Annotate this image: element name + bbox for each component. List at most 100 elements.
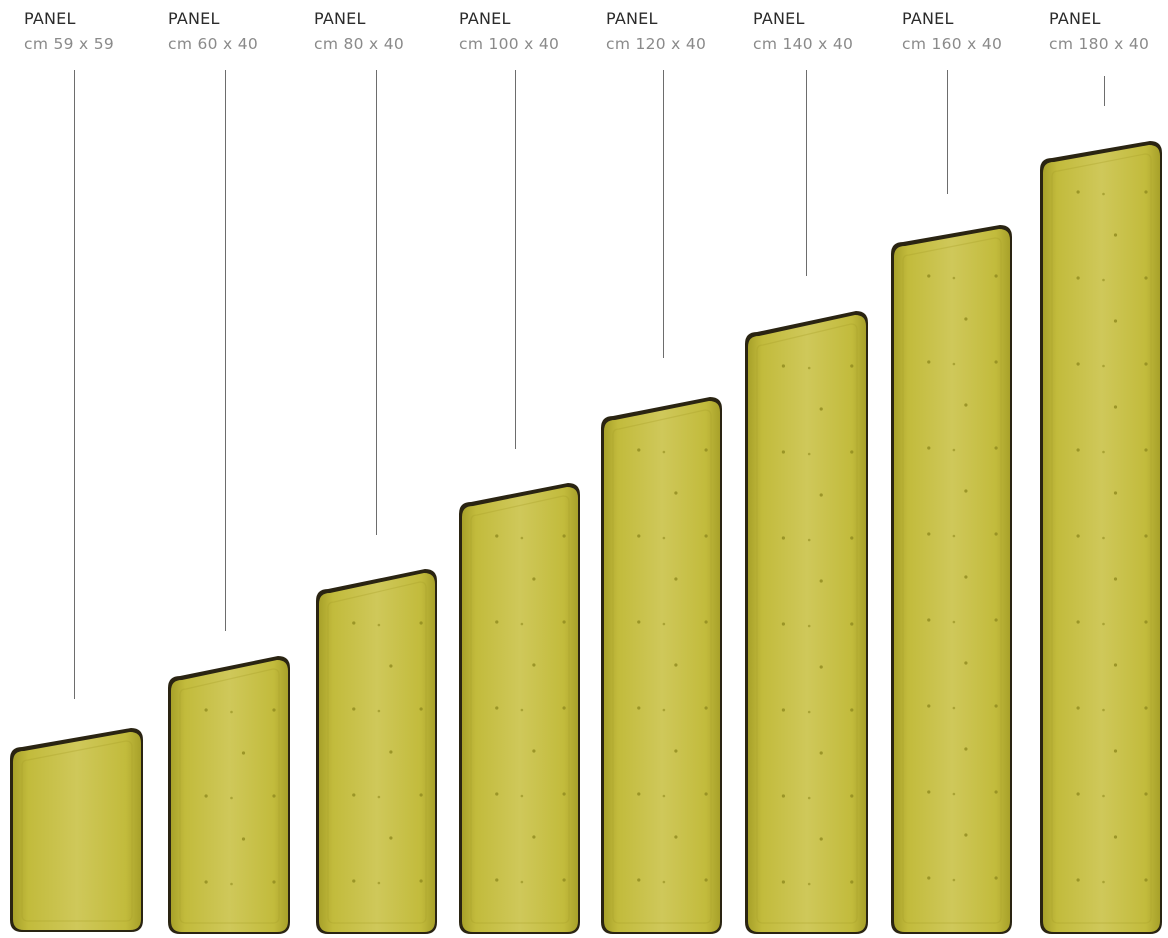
- tuft-button: [704, 534, 708, 538]
- panel-label-120x40: PANEL cm 120 x 40: [606, 9, 706, 54]
- tuft-button: [927, 876, 931, 880]
- acoustic-panel: [745, 311, 868, 934]
- tuft-button: [419, 879, 423, 883]
- tuft-button: [1076, 878, 1080, 882]
- tuft-button: [1102, 622, 1105, 626]
- leader-line: [1104, 76, 1105, 106]
- leader-line: [74, 70, 75, 699]
- tuft-button: [994, 446, 998, 450]
- acoustic-panel: [891, 225, 1012, 934]
- tuft-button: [419, 707, 423, 711]
- tuft-button: [1144, 792, 1148, 796]
- tuft-button: [662, 536, 666, 540]
- tuft-button: [352, 621, 356, 625]
- tuft-button: [1076, 792, 1080, 796]
- panel-title: PANEL: [1049, 9, 1101, 28]
- leader-line: [225, 70, 226, 631]
- tuft-button: [952, 534, 956, 538]
- tuft-button: [674, 577, 678, 581]
- tuft-button: [230, 796, 233, 800]
- tuft-button: [1102, 450, 1105, 454]
- panel-size: cm 100 x 40: [459, 35, 560, 53]
- acoustic-panel: [1040, 141, 1162, 934]
- tuft-button: [562, 620, 566, 624]
- tuft-button: [781, 708, 786, 712]
- tuft-button: [1144, 448, 1148, 452]
- tuft-button: [952, 706, 956, 710]
- panel-fabric: [13, 732, 141, 930]
- tuft-button: [781, 622, 786, 626]
- panel-label-60x40: PANEL cm 60 x 40: [168, 9, 258, 54]
- tuft-button: [562, 878, 566, 882]
- tuft-button: [850, 450, 854, 454]
- tuft-button: [637, 534, 641, 538]
- acoustic-panel: [10, 728, 143, 932]
- panel-title: PANEL: [168, 9, 220, 28]
- panel-size: cm 160 x 40: [902, 35, 1003, 53]
- tuft-button: [637, 878, 641, 882]
- tuft-button: [1076, 448, 1080, 452]
- panel-size: cm 180 x 40: [1049, 35, 1150, 53]
- tuft-button: [1102, 364, 1105, 368]
- tuft-button: [952, 620, 956, 624]
- tuft-button: [781, 364, 786, 368]
- tuft-button: [927, 704, 931, 708]
- tuft-button: [964, 489, 968, 493]
- tuft-button: [927, 618, 931, 622]
- tuft-button: [204, 708, 208, 712]
- tuft-button: [377, 881, 381, 885]
- tuft-button: [964, 317, 968, 321]
- panel-title: PANEL: [24, 9, 76, 28]
- tuft-button: [704, 878, 708, 882]
- tuft-button: [1113, 491, 1118, 495]
- tuft-button: [704, 620, 708, 624]
- panel-fabric: [748, 315, 866, 932]
- tuft-button: [272, 708, 276, 712]
- tuft-button: [807, 882, 811, 886]
- tuft-button: [562, 792, 566, 796]
- tuft-button: [389, 836, 393, 840]
- tuft-button: [807, 452, 811, 456]
- tuft-button: [204, 794, 208, 798]
- tuft-button: [807, 710, 811, 714]
- acoustic-panel: [168, 656, 290, 934]
- tuft-button: [1102, 708, 1105, 712]
- acoustic-panel: [459, 483, 580, 934]
- tuft-button: [1144, 620, 1148, 624]
- tuft-button: [927, 532, 931, 536]
- tuft-button: [994, 876, 998, 880]
- tuft-button: [1113, 749, 1118, 753]
- tuft-button: [637, 792, 641, 796]
- tuft-button: [704, 792, 708, 796]
- tuft-button: [994, 274, 998, 278]
- panel-bevel: [1051, 153, 1152, 924]
- tuft-button: [674, 835, 678, 839]
- panel-title: PANEL: [606, 9, 658, 28]
- tuft-button: [662, 880, 666, 884]
- tuft-button: [807, 538, 811, 542]
- tuft-button: [1113, 405, 1118, 409]
- tuft-button: [495, 792, 499, 796]
- panel-label-180x40: PANEL cm 180 x 40: [1049, 9, 1149, 54]
- tuft-button: [204, 880, 208, 884]
- tuft-button: [994, 704, 998, 708]
- tuft-button: [520, 536, 524, 540]
- panel-label-80x40: PANEL cm 80 x 40: [314, 9, 404, 54]
- tuft-button: [1113, 319, 1118, 323]
- panel-bevel: [612, 409, 712, 924]
- tuft-button: [964, 661, 968, 665]
- panel-fabric: [1043, 145, 1160, 932]
- tuft-button: [1076, 706, 1080, 710]
- tuft-button: [230, 710, 233, 714]
- tuft-button: [1102, 536, 1105, 540]
- tuft-button: [964, 833, 968, 837]
- tuft-button: [952, 448, 956, 452]
- tuft-button: [520, 880, 524, 884]
- panel-label-59x59: PANEL cm 59 x 59: [24, 9, 114, 54]
- tuft-button: [419, 793, 423, 797]
- tuft-button: [1144, 706, 1148, 710]
- tuft-button: [674, 663, 678, 667]
- tuft-button: [495, 706, 499, 710]
- tuft-button: [495, 878, 499, 882]
